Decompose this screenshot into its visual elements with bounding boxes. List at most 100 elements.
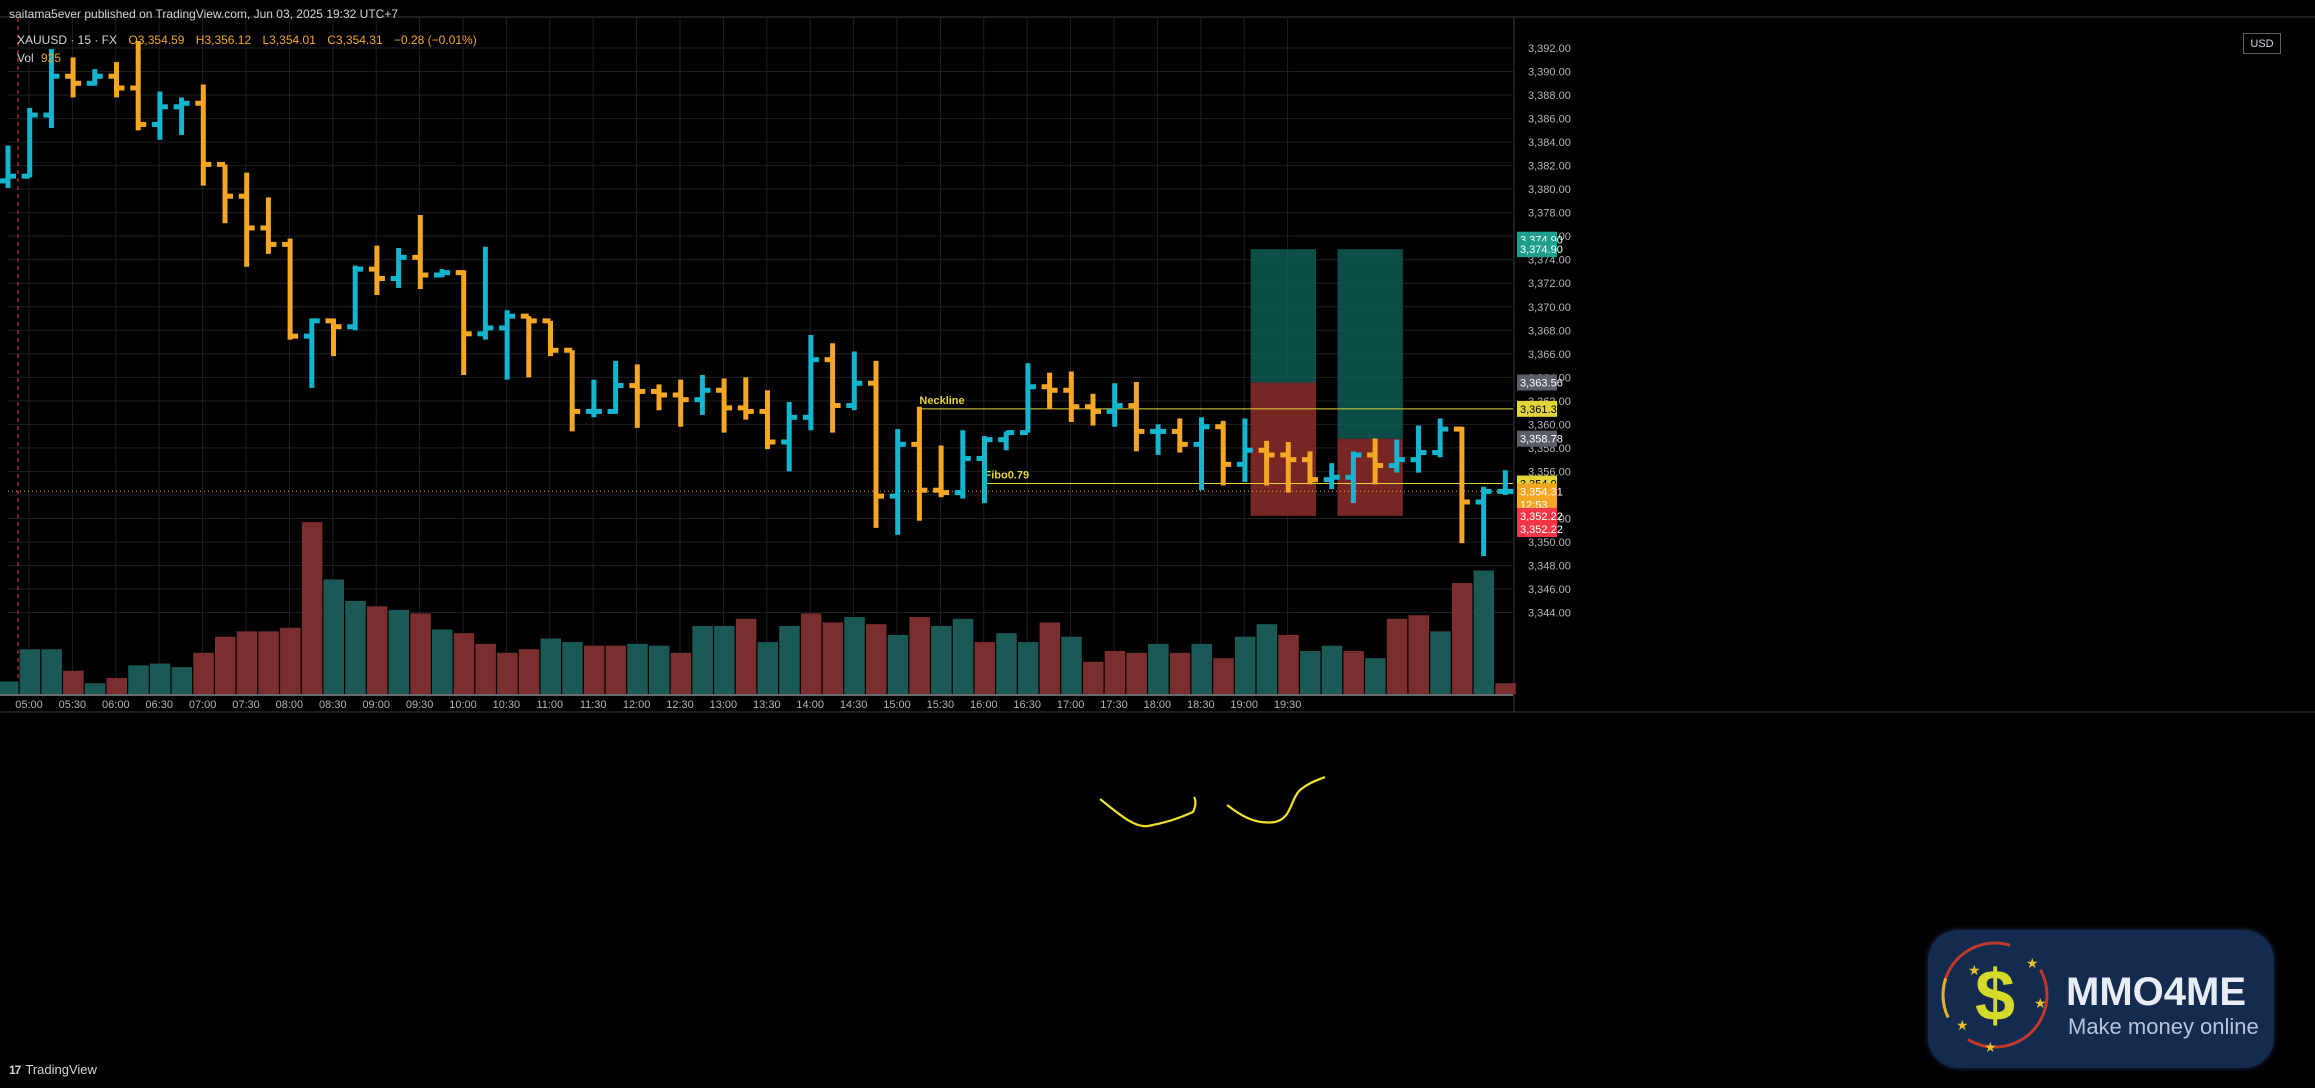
price-badge: 3,363.56 xyxy=(1517,374,1563,391)
time-tick-label: 07:00 xyxy=(189,699,217,711)
volume-bar xyxy=(1408,615,1429,694)
ohlc-bar xyxy=(781,402,798,472)
ohlc-bar xyxy=(303,318,320,388)
price-tick-label: 3,372.00 xyxy=(1528,278,1571,290)
price-tick-label: 3,350.00 xyxy=(1528,537,1571,549)
ohlc-bar xyxy=(455,270,472,375)
svg-text:3,374.90: 3,374.90 xyxy=(1520,244,1563,256)
ohlc-bar xyxy=(520,313,537,378)
volume-bar xyxy=(779,625,800,694)
ohlc-bar xyxy=(585,379,602,418)
time-tick-label: 17:30 xyxy=(1100,699,1128,711)
volume-bar xyxy=(1430,631,1451,694)
ohlc-bar xyxy=(759,390,776,450)
volume-bar xyxy=(562,642,583,694)
price-tick-label: 3,366.00 xyxy=(1528,349,1571,361)
brush-stroke[interactable] xyxy=(1226,775,1326,824)
time-tick-label: 05:00 xyxy=(15,699,43,711)
ohlc-bar xyxy=(368,245,385,295)
svg-text:3,361.32: 3,361.32 xyxy=(1520,404,1563,416)
price-axis[interactable]: 3,344.003,346.003,348.003,350.003,352.00… xyxy=(1517,43,1571,620)
ohlc-bar xyxy=(260,197,277,254)
ohlc-bar xyxy=(1215,420,1232,486)
ohlc-bar xyxy=(499,310,516,380)
ohlc-bar xyxy=(325,318,342,357)
volume-bar xyxy=(735,618,757,694)
volume-bar xyxy=(301,522,323,694)
svg-text:3,358.78: 3,358.78 xyxy=(1520,434,1563,446)
volume-bar xyxy=(497,652,518,694)
svg-text:3,352.22: 3,352.22 xyxy=(1520,524,1563,536)
time-axis[interactable]: 05:00 05:30 06:00 06:30 07:00 07:30 08:00 08:30… xyxy=(15,699,1301,711)
volume-bar xyxy=(63,670,84,694)
time-tick-label: 05:30 xyxy=(59,699,87,711)
volume-bar xyxy=(605,645,627,694)
ohlc-bar xyxy=(651,384,667,411)
volume-bar xyxy=(149,663,171,694)
volume-label[interactable]: Vol xyxy=(17,51,34,65)
price-tick-label: 3,346.00 xyxy=(1528,584,1571,596)
volume-bar xyxy=(909,617,930,694)
ohlc-bar xyxy=(347,265,364,331)
ohlc-bar xyxy=(1302,451,1318,485)
volume-bar xyxy=(1473,570,1495,694)
horizontal-line-label: Fibo0.79 xyxy=(985,470,1030,482)
change-value: −0.28 (−0.01%) xyxy=(393,33,477,47)
price-tick-label: 3,380.00 xyxy=(1528,184,1571,196)
tradingview-logo[interactable]: 17 TradingView xyxy=(9,1062,97,1077)
position-tools[interactable] xyxy=(1250,249,1403,516)
ohlc-bar xyxy=(1128,382,1145,452)
ohlc-bar xyxy=(173,97,190,136)
symbol-label[interactable]: XAUUSD · 15 · FX xyxy=(17,33,118,47)
ohlc-bar xyxy=(1193,417,1210,491)
ohlc-bar xyxy=(716,378,733,433)
volume-bar xyxy=(1148,643,1169,694)
brush-stroke[interactable] xyxy=(1099,796,1197,828)
time-tick-label: 18:30 xyxy=(1187,699,1215,711)
time-tick-label: 15:00 xyxy=(883,699,911,711)
hand-drawn-marks[interactable] xyxy=(1099,775,1326,828)
volume-bar xyxy=(583,645,605,694)
tradingview-mark-icon: 17 xyxy=(9,1062,21,1077)
volume-bar xyxy=(1451,583,1473,694)
ohlc-bar xyxy=(672,379,689,427)
ohlc-bar xyxy=(434,269,450,278)
ohlc-bar xyxy=(238,172,255,267)
ohlc-bar xyxy=(954,430,971,499)
price-badge: 3,352.22 xyxy=(1517,507,1563,524)
price-tick-label: 3,378.00 xyxy=(1528,208,1571,220)
annotation-lines[interactable]: Neckline Fibo0.79 xyxy=(917,395,1513,485)
ohlc-bar xyxy=(108,62,125,98)
svg-text:3,352.22: 3,352.22 xyxy=(1520,511,1563,523)
price-tick-label: 3,390.00 xyxy=(1528,67,1571,79)
time-tick-label: 16:30 xyxy=(1013,699,1041,711)
position-target-zone[interactable] xyxy=(1250,249,1316,383)
price-badge: 3,361.32 xyxy=(1517,400,1563,417)
ohlc-series xyxy=(0,40,1514,557)
time-tick-label: 09:30 xyxy=(406,699,434,711)
ohlc-bar xyxy=(1323,463,1340,490)
volume-bar xyxy=(41,649,62,694)
ohlc-bar xyxy=(130,40,147,131)
ohlc-bar xyxy=(737,377,754,420)
currency-button[interactable]: USD xyxy=(2243,33,2281,54)
publish-info: saitama5ever published on TradingView.co… xyxy=(9,7,399,21)
volume-bar xyxy=(649,645,670,694)
ohlc-bar xyxy=(1019,363,1036,436)
ohlc-bar xyxy=(1345,451,1362,504)
volume-bar xyxy=(193,652,214,694)
svg-text:3,354.31: 3,354.31 xyxy=(1520,486,1563,498)
volume-bar xyxy=(692,625,713,694)
position-target-zone[interactable] xyxy=(1337,249,1403,439)
price-badge: 3,374.90 xyxy=(1517,241,1563,258)
price-tick-label: 3,348.00 xyxy=(1528,561,1571,573)
volume-bar xyxy=(1017,642,1039,694)
ohlc-bar xyxy=(1410,425,1427,473)
time-tick-label: 08:30 xyxy=(319,699,347,711)
price-tick-label: 3,374.00 xyxy=(1528,255,1571,267)
ohlc-bar xyxy=(1475,486,1492,557)
volume-bar xyxy=(714,625,735,694)
volume-bar xyxy=(1169,652,1191,694)
open-value: O3,354.59 xyxy=(128,33,185,47)
